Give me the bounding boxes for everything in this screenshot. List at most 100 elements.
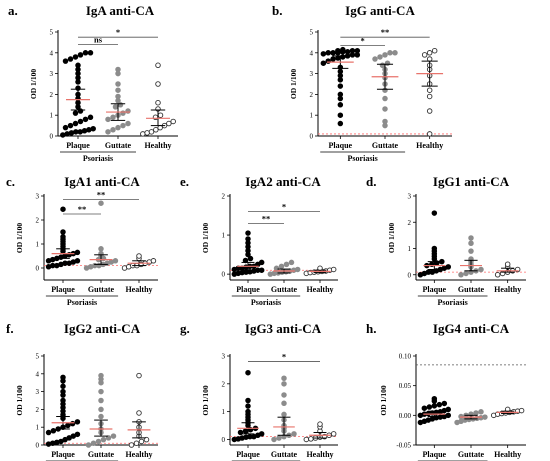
y-tick-label: 0 bbox=[222, 436, 226, 444]
data-point bbox=[115, 87, 121, 93]
group-label: Psoriasis bbox=[348, 154, 378, 163]
x-tick-label: Guttate bbox=[88, 285, 115, 294]
data-point bbox=[330, 50, 336, 56]
data-point bbox=[421, 405, 428, 411]
data-point bbox=[436, 401, 443, 408]
panel-title: IgG anti-CA bbox=[345, 3, 415, 18]
data-point bbox=[382, 52, 388, 58]
y-axis-label: OD 1/100 bbox=[289, 69, 298, 99]
data-point bbox=[62, 58, 69, 64]
data-point bbox=[85, 442, 92, 448]
data-point bbox=[276, 435, 282, 441]
data-point bbox=[247, 255, 254, 262]
data-point bbox=[337, 120, 344, 127]
y-axis-label: OD 1/100 bbox=[15, 223, 24, 253]
data-point bbox=[431, 245, 438, 252]
data-point bbox=[281, 411, 287, 418]
data-point bbox=[445, 264, 452, 270]
panel-e: e. IgA2 anti-CA 0 1 2 OD 1/100 Plaque Guttate He… bbox=[180, 174, 338, 307]
data-point bbox=[87, 114, 94, 121]
data-point bbox=[82, 50, 89, 56]
x-tick-label: Plaque bbox=[51, 285, 75, 294]
x-tick-label: Healthy bbox=[144, 141, 171, 150]
data-point bbox=[504, 261, 511, 268]
y-tick-label: 4 bbox=[50, 49, 54, 57]
data-point bbox=[136, 253, 142, 259]
data-point bbox=[330, 56, 336, 62]
panel-letter: a. bbox=[8, 3, 18, 18]
panel-letter: g. bbox=[180, 321, 190, 336]
data-point bbox=[320, 60, 327, 66]
data-point bbox=[281, 400, 287, 407]
data-point bbox=[166, 120, 172, 127]
data-point bbox=[110, 433, 117, 439]
data-point bbox=[349, 47, 356, 54]
significance-label: * bbox=[361, 36, 365, 46]
data-point bbox=[354, 47, 361, 54]
data-point bbox=[258, 431, 265, 437]
group-label: Psoriasis bbox=[251, 298, 281, 307]
x-tick-label: Guttate bbox=[271, 285, 298, 294]
data-point bbox=[382, 95, 388, 102]
y-tick-label: 1 bbox=[310, 112, 314, 120]
data-point bbox=[387, 50, 393, 56]
data-point bbox=[77, 129, 83, 135]
y-axis-label: OD 1/100 bbox=[379, 385, 388, 415]
panel-title: IgG2 anti-CA bbox=[64, 321, 141, 336]
data-point bbox=[426, 93, 433, 100]
data-point bbox=[337, 112, 344, 118]
data-point bbox=[278, 263, 285, 270]
data-point bbox=[98, 372, 104, 379]
data-point bbox=[426, 108, 433, 114]
data-point bbox=[45, 429, 52, 436]
data-point bbox=[288, 259, 295, 266]
data-point bbox=[330, 266, 337, 273]
data-point bbox=[320, 51, 327, 57]
data-point bbox=[337, 91, 344, 98]
data-point bbox=[100, 436, 107, 443]
data-point bbox=[468, 248, 474, 254]
panel-letter: d. bbox=[366, 174, 376, 189]
data-point bbox=[153, 127, 159, 133]
data-point bbox=[382, 106, 388, 112]
data-point bbox=[115, 93, 121, 100]
data-point bbox=[281, 381, 287, 387]
y-axis-label: OD 1/100 bbox=[387, 223, 396, 253]
data-point bbox=[82, 116, 89, 123]
data-point bbox=[72, 54, 79, 60]
significance-label: ns bbox=[94, 34, 103, 44]
panel-letter: c. bbox=[6, 174, 15, 189]
x-tick-label: Healthy bbox=[494, 450, 521, 459]
data-point bbox=[335, 47, 341, 54]
data-point bbox=[74, 249, 81, 256]
data-point bbox=[478, 409, 484, 415]
data-point bbox=[426, 131, 433, 137]
data-point bbox=[105, 435, 112, 441]
x-tick-label: Healthy bbox=[125, 450, 152, 459]
data-point bbox=[372, 56, 378, 62]
y-tick-label: 1 bbox=[36, 241, 40, 249]
data-point bbox=[50, 428, 57, 434]
significance-label: ** bbox=[78, 204, 87, 214]
data-point bbox=[105, 116, 111, 123]
data-point bbox=[494, 272, 501, 278]
y-tick-label: 1 bbox=[222, 408, 226, 416]
significance-label: ** bbox=[262, 213, 271, 223]
x-tick-label: Guttate bbox=[88, 450, 115, 459]
data-point bbox=[157, 112, 164, 118]
data-point bbox=[271, 436, 277, 443]
data-point bbox=[60, 206, 66, 212]
y-tick-label: 5 bbox=[50, 29, 54, 37]
y-tick-label: 1 bbox=[222, 232, 226, 240]
data-point bbox=[120, 122, 126, 129]
data-point bbox=[344, 49, 351, 55]
data-point bbox=[155, 99, 161, 106]
data-point bbox=[74, 258, 81, 264]
y-tick-label: 0 bbox=[222, 271, 226, 279]
data-point bbox=[110, 114, 116, 121]
y-tick-label: 3 bbox=[50, 70, 54, 78]
data-point bbox=[478, 266, 484, 273]
data-point bbox=[426, 87, 433, 93]
data-point bbox=[281, 375, 287, 382]
